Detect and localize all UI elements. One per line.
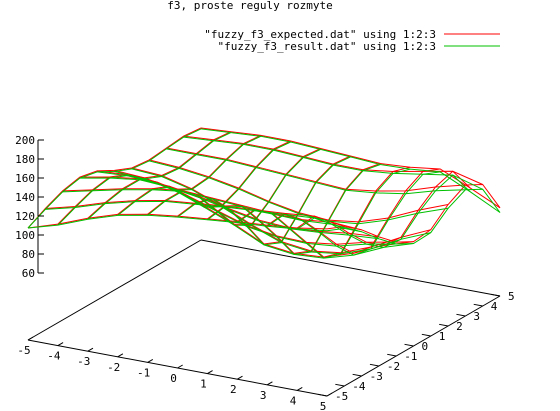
z-tick-label: 80: [22, 248, 35, 261]
mesh-line-x--1: [147, 148, 321, 226]
x-tick-mark: [87, 347, 94, 352]
y-tick-mark: [439, 323, 449, 327]
z-tick-label: 140: [15, 191, 35, 204]
x-axis-back: [200, 239, 501, 297]
y-tick-label: -1: [404, 350, 417, 363]
y-tick-mark: [352, 373, 362, 377]
y-tick-label: 5: [508, 290, 515, 303]
x-tick-mark: [296, 386, 303, 391]
legend-label-expected: "fuzzy_f3_expected.dat" using 1:2:3: [204, 28, 436, 41]
mesh-line-x-1: [207, 164, 381, 255]
x-tick-label: 5: [320, 400, 327, 411]
chart-title: f3, proste reguly rozmyte: [167, 0, 333, 12]
mesh-line-y-3: [166, 147, 466, 192]
x-tick-label: 3: [260, 389, 267, 402]
y-tick-label: -3: [370, 370, 383, 383]
surface-result: [27, 128, 501, 259]
x-tick-mark: [27, 336, 34, 341]
mesh-line-x-2: [237, 168, 411, 259]
y-tick-mark: [456, 313, 466, 317]
x-tick-mark: [177, 364, 183, 369]
mesh-line-x--4: [57, 131, 232, 225]
surfaces: [27, 127, 501, 259]
x-tick-label: 0: [170, 372, 177, 385]
x-tick-mark: [117, 353, 124, 358]
mesh-line-x--5: [27, 127, 202, 229]
z-tick-label: 160: [15, 172, 35, 185]
mesh-line-y-4: [183, 136, 483, 190]
y-tick-label: 4: [491, 300, 498, 313]
x-tick-label: -2: [107, 361, 120, 374]
legend: "fuzzy_f3_expected.dat" using 1:2:3 "fuz…: [204, 28, 500, 53]
z-tick-label: 60: [22, 267, 35, 280]
x-tick-mark: [237, 375, 243, 380]
mesh-line-x--1: [147, 148, 321, 227]
x-tick-mark: [266, 381, 273, 386]
y-tick-mark: [404, 343, 414, 347]
y-tick-mark: [421, 333, 431, 337]
x-tick-label: -4: [47, 350, 61, 363]
mesh-line-x--2: [117, 140, 291, 215]
x-tick-mark: [57, 342, 64, 347]
mesh-line-x--2: [117, 141, 291, 216]
x-tick-label: 1: [200, 378, 207, 391]
y-tick-label: -4: [352, 380, 366, 393]
x-tick-mark: [147, 358, 154, 363]
z-tick-label: 100: [15, 229, 35, 242]
mesh-line-x-4: [296, 174, 471, 248]
mesh-line-x--4: [57, 132, 232, 226]
y-tick-label: 1: [439, 330, 446, 343]
x-tick-label: -1: [137, 366, 150, 379]
x-tick-label: -3: [77, 355, 90, 368]
y-tick-label: -5: [335, 390, 348, 403]
y-tick-label: 2: [456, 320, 463, 333]
x-tick-mark: [207, 370, 213, 375]
z-tick-label: 200: [15, 134, 35, 147]
y-tick-mark: [335, 383, 345, 387]
mesh-line-x--5: [27, 128, 202, 229]
mesh-line-x-3: [266, 171, 441, 256]
y-tick-mark: [490, 293, 501, 297]
y-tick-label: 3: [473, 310, 480, 323]
mesh-line-x-5: [326, 188, 501, 245]
x-tick-label: 4: [290, 394, 297, 407]
mesh-line-x-0: [177, 156, 351, 246]
z-tick-label: 180: [15, 153, 35, 166]
y-tick-mark: [473, 303, 483, 307]
legend-label-result: "fuzzy_f3_result.dat" using 1:2:3: [217, 40, 436, 53]
y-tick-label: -2: [387, 360, 400, 373]
mesh-line-y-5: [200, 128, 501, 213]
surface-expected: [27, 127, 501, 258]
mesh-line-x-1: [207, 163, 381, 254]
y-tick-label: 0: [422, 340, 429, 353]
y-tick-mark: [387, 353, 397, 357]
mesh-line-x-0: [177, 155, 351, 245]
x-tick-label: 2: [230, 383, 237, 396]
y-tick-mark: [369, 363, 379, 367]
y-tick-mark: [317, 393, 328, 397]
x-tick-label: -5: [17, 344, 30, 357]
x-tick-mark: [326, 392, 333, 397]
z-tick-label: 120: [15, 210, 35, 223]
y-axis-back: [27, 239, 202, 341]
